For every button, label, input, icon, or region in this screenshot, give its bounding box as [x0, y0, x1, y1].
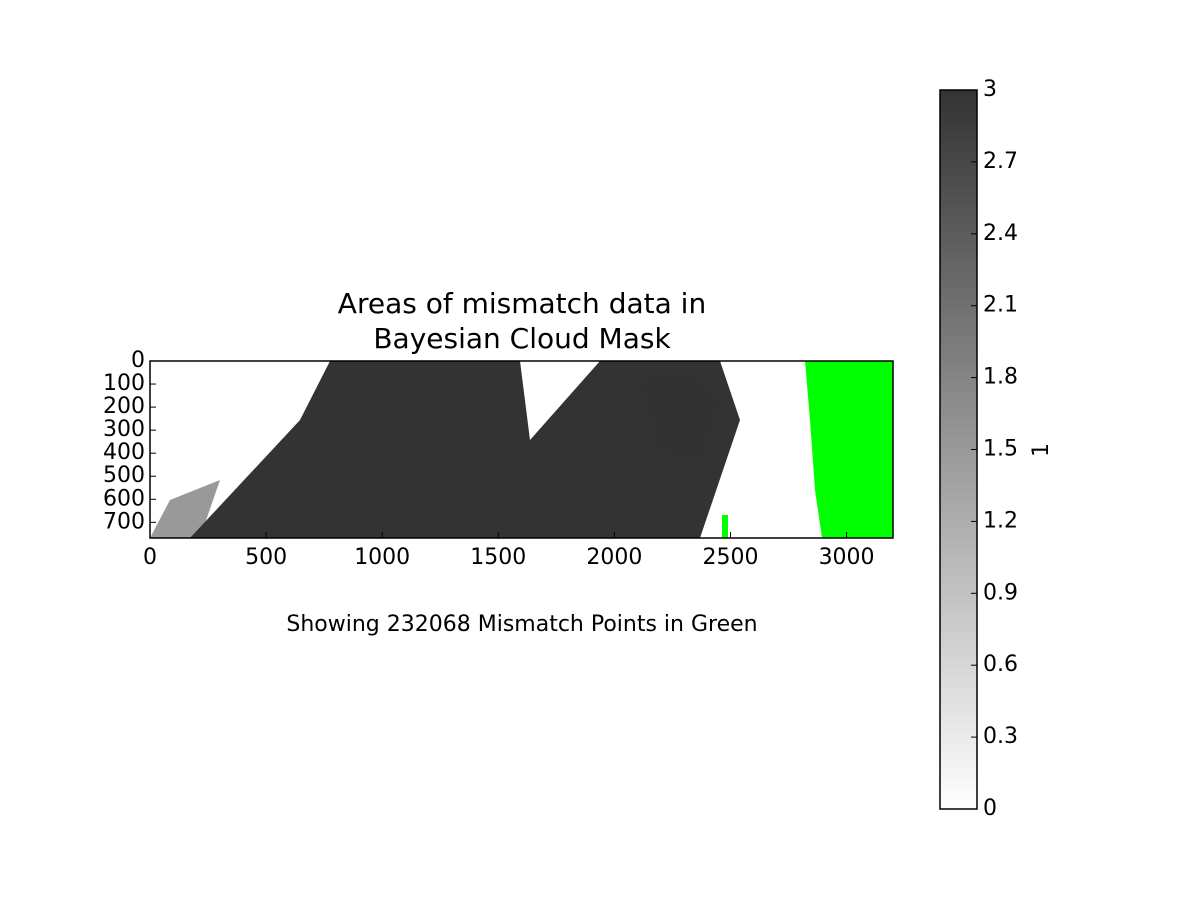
- colorbar-label: 1: [1029, 443, 1054, 457]
- chart-title: Bayesian Cloud Mask: [373, 322, 671, 355]
- x-tick-label: 3000: [819, 545, 875, 570]
- y-tick-label: 600: [103, 486, 145, 511]
- annotation: Showing 232068 Mismatch Points in Green: [286, 612, 757, 637]
- image: [150, 361, 893, 538]
- colorbar-tick-label: 0: [983, 796, 997, 821]
- y-tick-label: 700: [103, 509, 145, 534]
- x-tick-label: 1000: [354, 545, 410, 570]
- colorbar-tick-label: 0.9: [983, 580, 1018, 605]
- y-tick-label: 500: [103, 463, 145, 488]
- y-tick-label: 100: [103, 371, 145, 396]
- mixed-region: [640, 370, 720, 460]
- x-tick-label: 2000: [586, 545, 642, 570]
- colorbar-tick-label: 2.7: [983, 149, 1018, 174]
- y-tick-label: 300: [103, 417, 145, 442]
- colorbar-tick-label: 2.1: [983, 293, 1018, 318]
- y-tick-label: 0: [131, 348, 145, 373]
- mismatch-region: [805, 361, 893, 538]
- axes-frame: [149, 360, 894, 539]
- y-tick-label: 200: [103, 394, 145, 419]
- x-tick-label: 2500: [702, 545, 758, 570]
- colorbar-tick-label: 1.2: [983, 508, 1018, 533]
- chart-title: Areas of mismatch data in: [338, 287, 706, 320]
- colorbar-tick-label: 1.5: [983, 437, 1018, 462]
- colorbar-tick-label: 2.4: [983, 221, 1018, 246]
- mismatch-region: [722, 515, 728, 538]
- mixed-region: [590, 420, 700, 538]
- x-tick-label: 1500: [470, 545, 526, 570]
- colorbar-tick-label: 3: [983, 77, 997, 102]
- y-tick-label: 400: [103, 440, 145, 465]
- x-tick-label: 0: [143, 545, 157, 570]
- x-tick-label: 500: [245, 545, 287, 570]
- colorbar-tick-label: 0.6: [983, 652, 1018, 677]
- colorbar-tick-label: 0.3: [983, 724, 1018, 749]
- mixed-region: [150, 480, 220, 538]
- colorbar-tick-label: 1.8: [983, 365, 1018, 390]
